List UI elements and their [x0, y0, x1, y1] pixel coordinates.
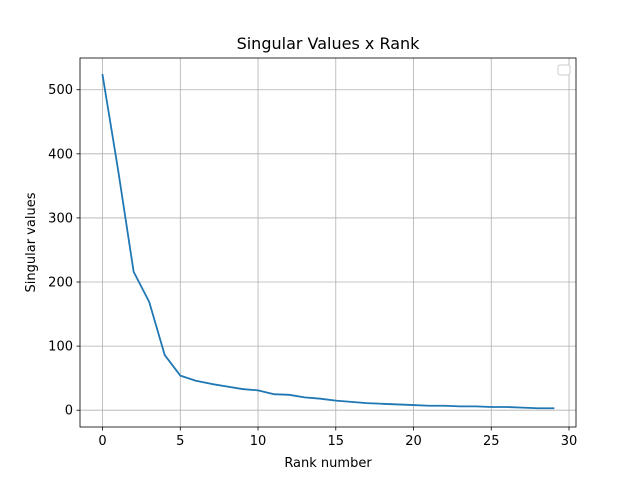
x-tick-label: 0 — [98, 434, 106, 449]
x-tick-label: 30 — [561, 434, 578, 449]
x-tick-label: 20 — [405, 434, 422, 449]
series-layer — [101, 73, 555, 410]
y-tick-label: 0 — [65, 404, 73, 419]
y-tick-label: 400 — [48, 147, 73, 162]
y-tick-label: 500 — [48, 83, 73, 98]
chart-title: Singular Values x Rank — [237, 34, 421, 53]
x-tick-label: 15 — [328, 434, 345, 449]
x-tick-label: 5 — [176, 434, 184, 449]
legend-box — [557, 64, 571, 76]
series-line — [101, 73, 555, 410]
plot-frame — [79, 57, 577, 428]
y-axis-label: Singular values — [24, 192, 39, 292]
y-tick-label: 200 — [48, 276, 73, 291]
x-axis-label: Rank number — [284, 456, 372, 471]
y-tick-label: 300 — [48, 211, 73, 226]
y-tick-label: 100 — [48, 340, 73, 355]
x-tick-label: 10 — [250, 434, 267, 449]
x-tick-label: 25 — [483, 434, 500, 449]
plot-area — [80, 58, 576, 427]
